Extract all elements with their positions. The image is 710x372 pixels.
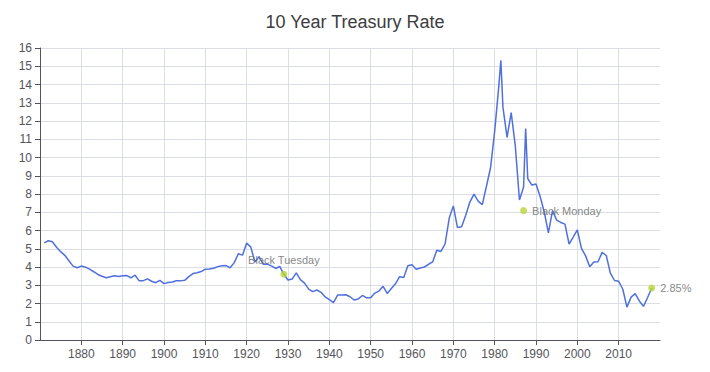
svg-text:1920: 1920 xyxy=(233,347,260,361)
svg-text:4: 4 xyxy=(25,260,32,274)
svg-text:3: 3 xyxy=(25,278,32,292)
svg-text:2: 2 xyxy=(25,297,32,311)
svg-text:1890: 1890 xyxy=(109,347,136,361)
svg-text:1930: 1930 xyxy=(275,347,302,361)
svg-text:1: 1 xyxy=(25,315,32,329)
svg-text:1880: 1880 xyxy=(68,347,95,361)
svg-text:13: 13 xyxy=(19,96,33,110)
svg-text:2010: 2010 xyxy=(605,347,632,361)
svg-text:1980: 1980 xyxy=(481,347,508,361)
svg-text:8: 8 xyxy=(25,187,32,201)
svg-text:12: 12 xyxy=(19,114,33,128)
svg-text:1970: 1970 xyxy=(440,347,467,361)
svg-text:6: 6 xyxy=(25,224,32,238)
svg-text:9: 9 xyxy=(25,169,32,183)
svg-text:1900: 1900 xyxy=(151,347,178,361)
svg-text:7: 7 xyxy=(25,205,32,219)
svg-text:14: 14 xyxy=(19,78,33,92)
svg-text:10: 10 xyxy=(19,151,33,165)
svg-text:1940: 1940 xyxy=(316,347,343,361)
svg-text:1960: 1960 xyxy=(399,347,426,361)
svg-text:5: 5 xyxy=(25,242,32,256)
svg-text:2.85%: 2.85% xyxy=(660,282,691,294)
svg-text:2000: 2000 xyxy=(564,347,591,361)
svg-text:Black Monday: Black Monday xyxy=(532,205,602,217)
svg-text:15: 15 xyxy=(19,59,33,73)
svg-text:1950: 1950 xyxy=(357,347,384,361)
svg-text:0: 0 xyxy=(25,333,32,347)
svg-text:11: 11 xyxy=(20,132,33,146)
svg-text:16: 16 xyxy=(19,41,33,55)
svg-text:1990: 1990 xyxy=(523,347,550,361)
svg-text:Black Tuesday: Black Tuesday xyxy=(248,254,320,266)
svg-text:1910: 1910 xyxy=(192,347,219,361)
svg-text:10 Year Treasury Rate: 10 Year Treasury Rate xyxy=(265,12,444,32)
